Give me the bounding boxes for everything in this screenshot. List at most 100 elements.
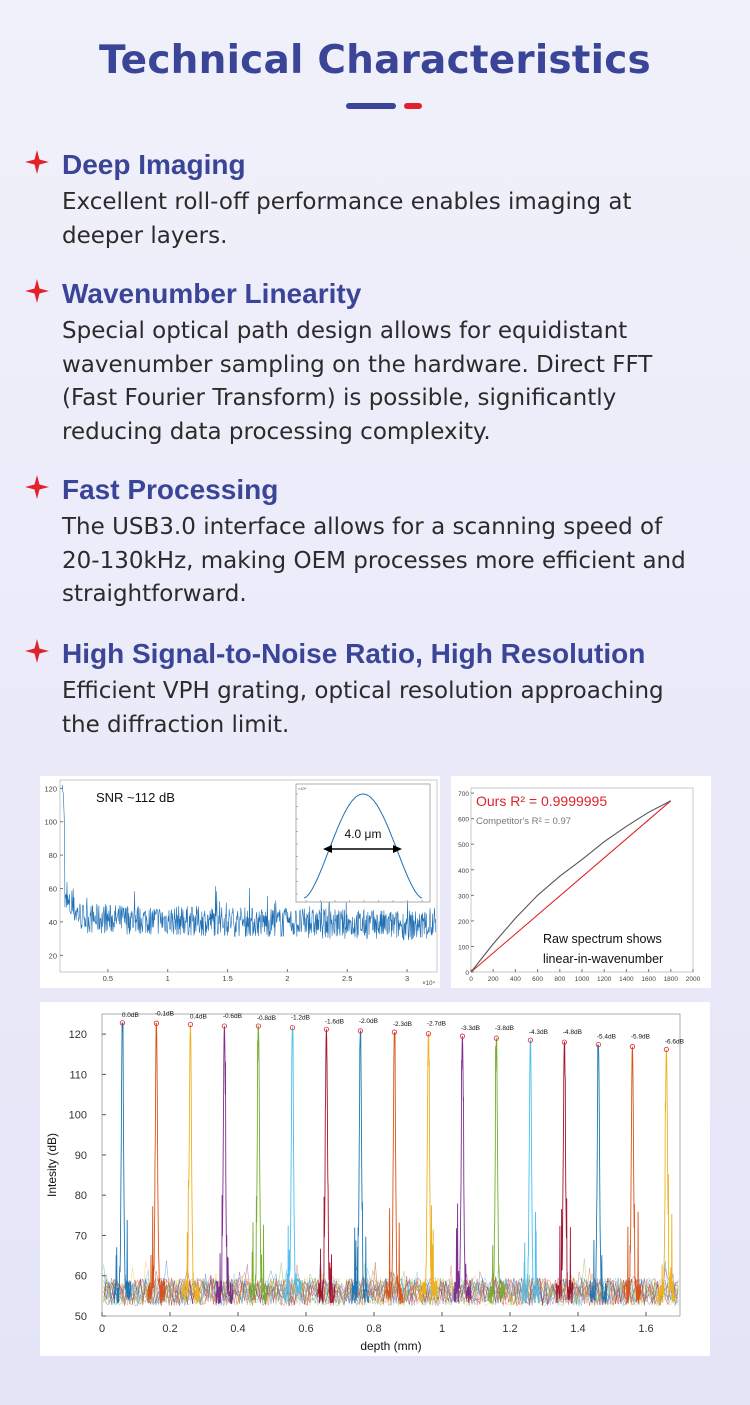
x-tick-label: 1400	[619, 976, 634, 983]
rolloff-chart-panel: 50 60 70 80 90 100 110 120 0 0.2 0.4 0.6 0.8 1 1.2 1.4 1…	[40, 1002, 710, 1356]
peak-label: -3.3dB	[461, 1025, 480, 1032]
x-tick-label: 1.6	[638, 1323, 653, 1335]
peak-marker	[153, 1020, 160, 1026]
feature-title: High Signal-to-Noise Ratio, High Resolut…	[62, 638, 646, 669]
peak-marker	[289, 1025, 295, 1031]
linearity-chart-panel: 0 100 200 300 400 500 600 700 0 200 400 600 800 1000 1…	[451, 776, 711, 988]
x-tick-label: 0	[469, 976, 473, 983]
four-point-star-icon	[25, 639, 49, 663]
peak-label: -3.8dB	[495, 1025, 514, 1032]
y-tick-label: 60	[49, 885, 57, 894]
y-tick-label: 80	[49, 851, 57, 860]
peak-label: 0.4dB	[190, 1013, 207, 1020]
x-tick-label: 0.6	[298, 1323, 313, 1335]
peak-line-14	[589, 1044, 608, 1304]
y-tick-label: 200	[458, 919, 469, 926]
peak-line-2	[181, 1024, 200, 1304]
title-underline-blue	[346, 103, 396, 109]
linearity-subtitle: Competitor's R² = 0.97	[476, 816, 571, 827]
x-tick-label: 3	[405, 974, 409, 983]
peak-marker	[357, 1028, 363, 1034]
peak-line-7	[351, 1030, 370, 1304]
peak-line-15	[623, 1046, 642, 1304]
x-tick-label: 0.2	[162, 1323, 177, 1335]
feature-text: The USB3.0 interface allows for a scanni…	[62, 514, 686, 607]
x-tick-label: 600	[532, 976, 543, 983]
four-point-star-icon	[25, 150, 49, 174]
peak-line-5	[283, 1027, 302, 1303]
y-tick-label: 60	[75, 1271, 87, 1283]
peak-marker	[663, 1046, 670, 1053]
peak-line-6	[317, 1029, 336, 1304]
fwhm-arrow-left	[323, 845, 332, 853]
snr-annotation: SNR ~112 dB	[96, 790, 175, 805]
peak-marker	[255, 1023, 261, 1029]
feature-text: Efficient VPH grating, optical resolutio…	[62, 678, 664, 738]
four-point-star-icon	[25, 279, 49, 303]
y-tick-label: 50	[75, 1311, 87, 1323]
x-tick-label: 0.4	[230, 1323, 245, 1335]
peak-marker	[323, 1026, 329, 1032]
peak-label: -2.3dB	[393, 1021, 412, 1028]
peak-marker	[493, 1035, 499, 1041]
peak-label: -0.6dB	[223, 1013, 242, 1020]
feature-title: Deep Imaging	[62, 149, 246, 180]
peak-label: -6.6dB	[665, 1038, 684, 1045]
page-title: Technical Characteristics	[99, 38, 651, 83]
peak-label: -5.4dB	[597, 1034, 616, 1041]
peak-label: -5.9dB	[631, 1034, 650, 1041]
x-tick-label: 1	[439, 1323, 445, 1335]
noise-line	[103, 1268, 679, 1307]
feature-wavenumber-linearity: Wavenumber Linearity Special optical pat…	[24, 277, 724, 449]
x-tick-label: 200	[488, 976, 499, 983]
peak-line-16	[657, 1049, 676, 1304]
peak-line-8	[385, 1032, 404, 1304]
x-tick-label: 1200	[597, 976, 612, 983]
peak-label: -0.1dB	[155, 1010, 174, 1017]
y-tick-label: 110	[69, 1069, 87, 1081]
x-tick-label: 2	[285, 974, 289, 983]
feature-deep-imaging: Deep Imaging Excellent roll-off performa…	[24, 148, 724, 253]
x-tick-label: 1.2	[502, 1323, 517, 1335]
peak-label: 0.0dB	[122, 1012, 139, 1019]
peak-line-12	[521, 1039, 540, 1304]
peak-label: -4.8dB	[563, 1029, 582, 1036]
peak-marker	[527, 1037, 533, 1043]
peak-line-9	[419, 1033, 438, 1303]
x-tick-label: 0.5	[103, 974, 113, 983]
title-underline-red	[404, 103, 422, 109]
y-tick-label: 100	[458, 944, 469, 951]
y-tick-label: 90	[75, 1150, 87, 1162]
peak-label: -2.7dB	[427, 1021, 446, 1028]
peak-marker	[425, 1031, 431, 1037]
peak-marker	[561, 1039, 568, 1045]
inset-exponent: ×10⁴	[298, 786, 307, 791]
y-tick-label: 600	[458, 817, 469, 824]
fwhm-annotation: 4.0 μm	[345, 827, 382, 841]
feature-title: Wavenumber Linearity	[62, 278, 362, 309]
peak-label: -0.8dB	[257, 1015, 276, 1022]
noise-line	[103, 1261, 679, 1307]
y-tick-label: 300	[458, 893, 469, 900]
y-tick-label: 120	[44, 784, 57, 793]
peak-marker	[119, 1020, 126, 1026]
peak-line-4	[249, 1025, 268, 1304]
y-tick-label: 400	[458, 868, 469, 875]
y-tick-label: 20	[49, 951, 57, 960]
linearity-title: Ours R² = 0.9999995	[476, 793, 607, 809]
peak-line-0	[113, 1022, 132, 1304]
four-point-star-icon	[25, 475, 49, 499]
x-axis-label: depth (mm)	[360, 1339, 421, 1353]
x-tick-label: 2.5	[342, 974, 352, 983]
y-tick-label: 40	[49, 918, 57, 927]
peak-marker	[187, 1021, 193, 1028]
peak-label: -1.2dB	[291, 1015, 310, 1022]
peak-label: -4.3dB	[529, 1029, 548, 1036]
linearity-note-1: Raw spectrum shows	[543, 932, 662, 946]
feature-high-snr-resolution: High Signal-to-Noise Ratio, High Resolut…	[24, 637, 724, 742]
linearity-note-2: linear-in-wavenumber	[543, 952, 663, 966]
y-tick-label: 80	[75, 1190, 87, 1202]
x-tick-label: 800	[554, 976, 565, 983]
inset-peak-line	[303, 793, 423, 899]
x-tick-label: 0.8	[366, 1323, 381, 1335]
